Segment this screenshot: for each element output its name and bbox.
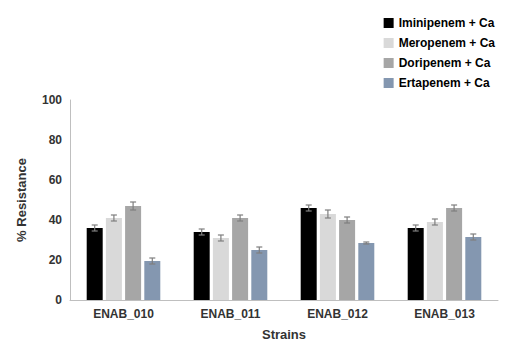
svg-text:ENAB_012: ENAB_012: [307, 307, 368, 321]
svg-text:Strains: Strains: [262, 327, 306, 342]
svg-text:Doripenem + Ca: Doripenem + Ca: [399, 56, 491, 70]
svg-text:0: 0: [55, 293, 62, 307]
svg-text:Iminipenem + Ca: Iminipenem + Ca: [399, 16, 495, 30]
svg-text:80: 80: [49, 133, 63, 147]
svg-text:ENAB_013: ENAB_013: [414, 307, 475, 321]
svg-text:Ertapenem + Ca: Ertapenem + Ca: [399, 76, 490, 90]
svg-text:40: 40: [49, 213, 63, 227]
svg-text:Meropenem + Ca: Meropenem + Ca: [399, 36, 496, 50]
svg-text:100: 100: [42, 93, 62, 107]
svg-text:20: 20: [49, 253, 63, 267]
svg-text:60: 60: [49, 173, 63, 187]
svg-text:ENAB_010: ENAB_010: [93, 307, 154, 321]
svg-text:ENAB_011: ENAB_011: [200, 307, 260, 321]
svg-text:% Resistance: % Resistance: [14, 158, 29, 242]
